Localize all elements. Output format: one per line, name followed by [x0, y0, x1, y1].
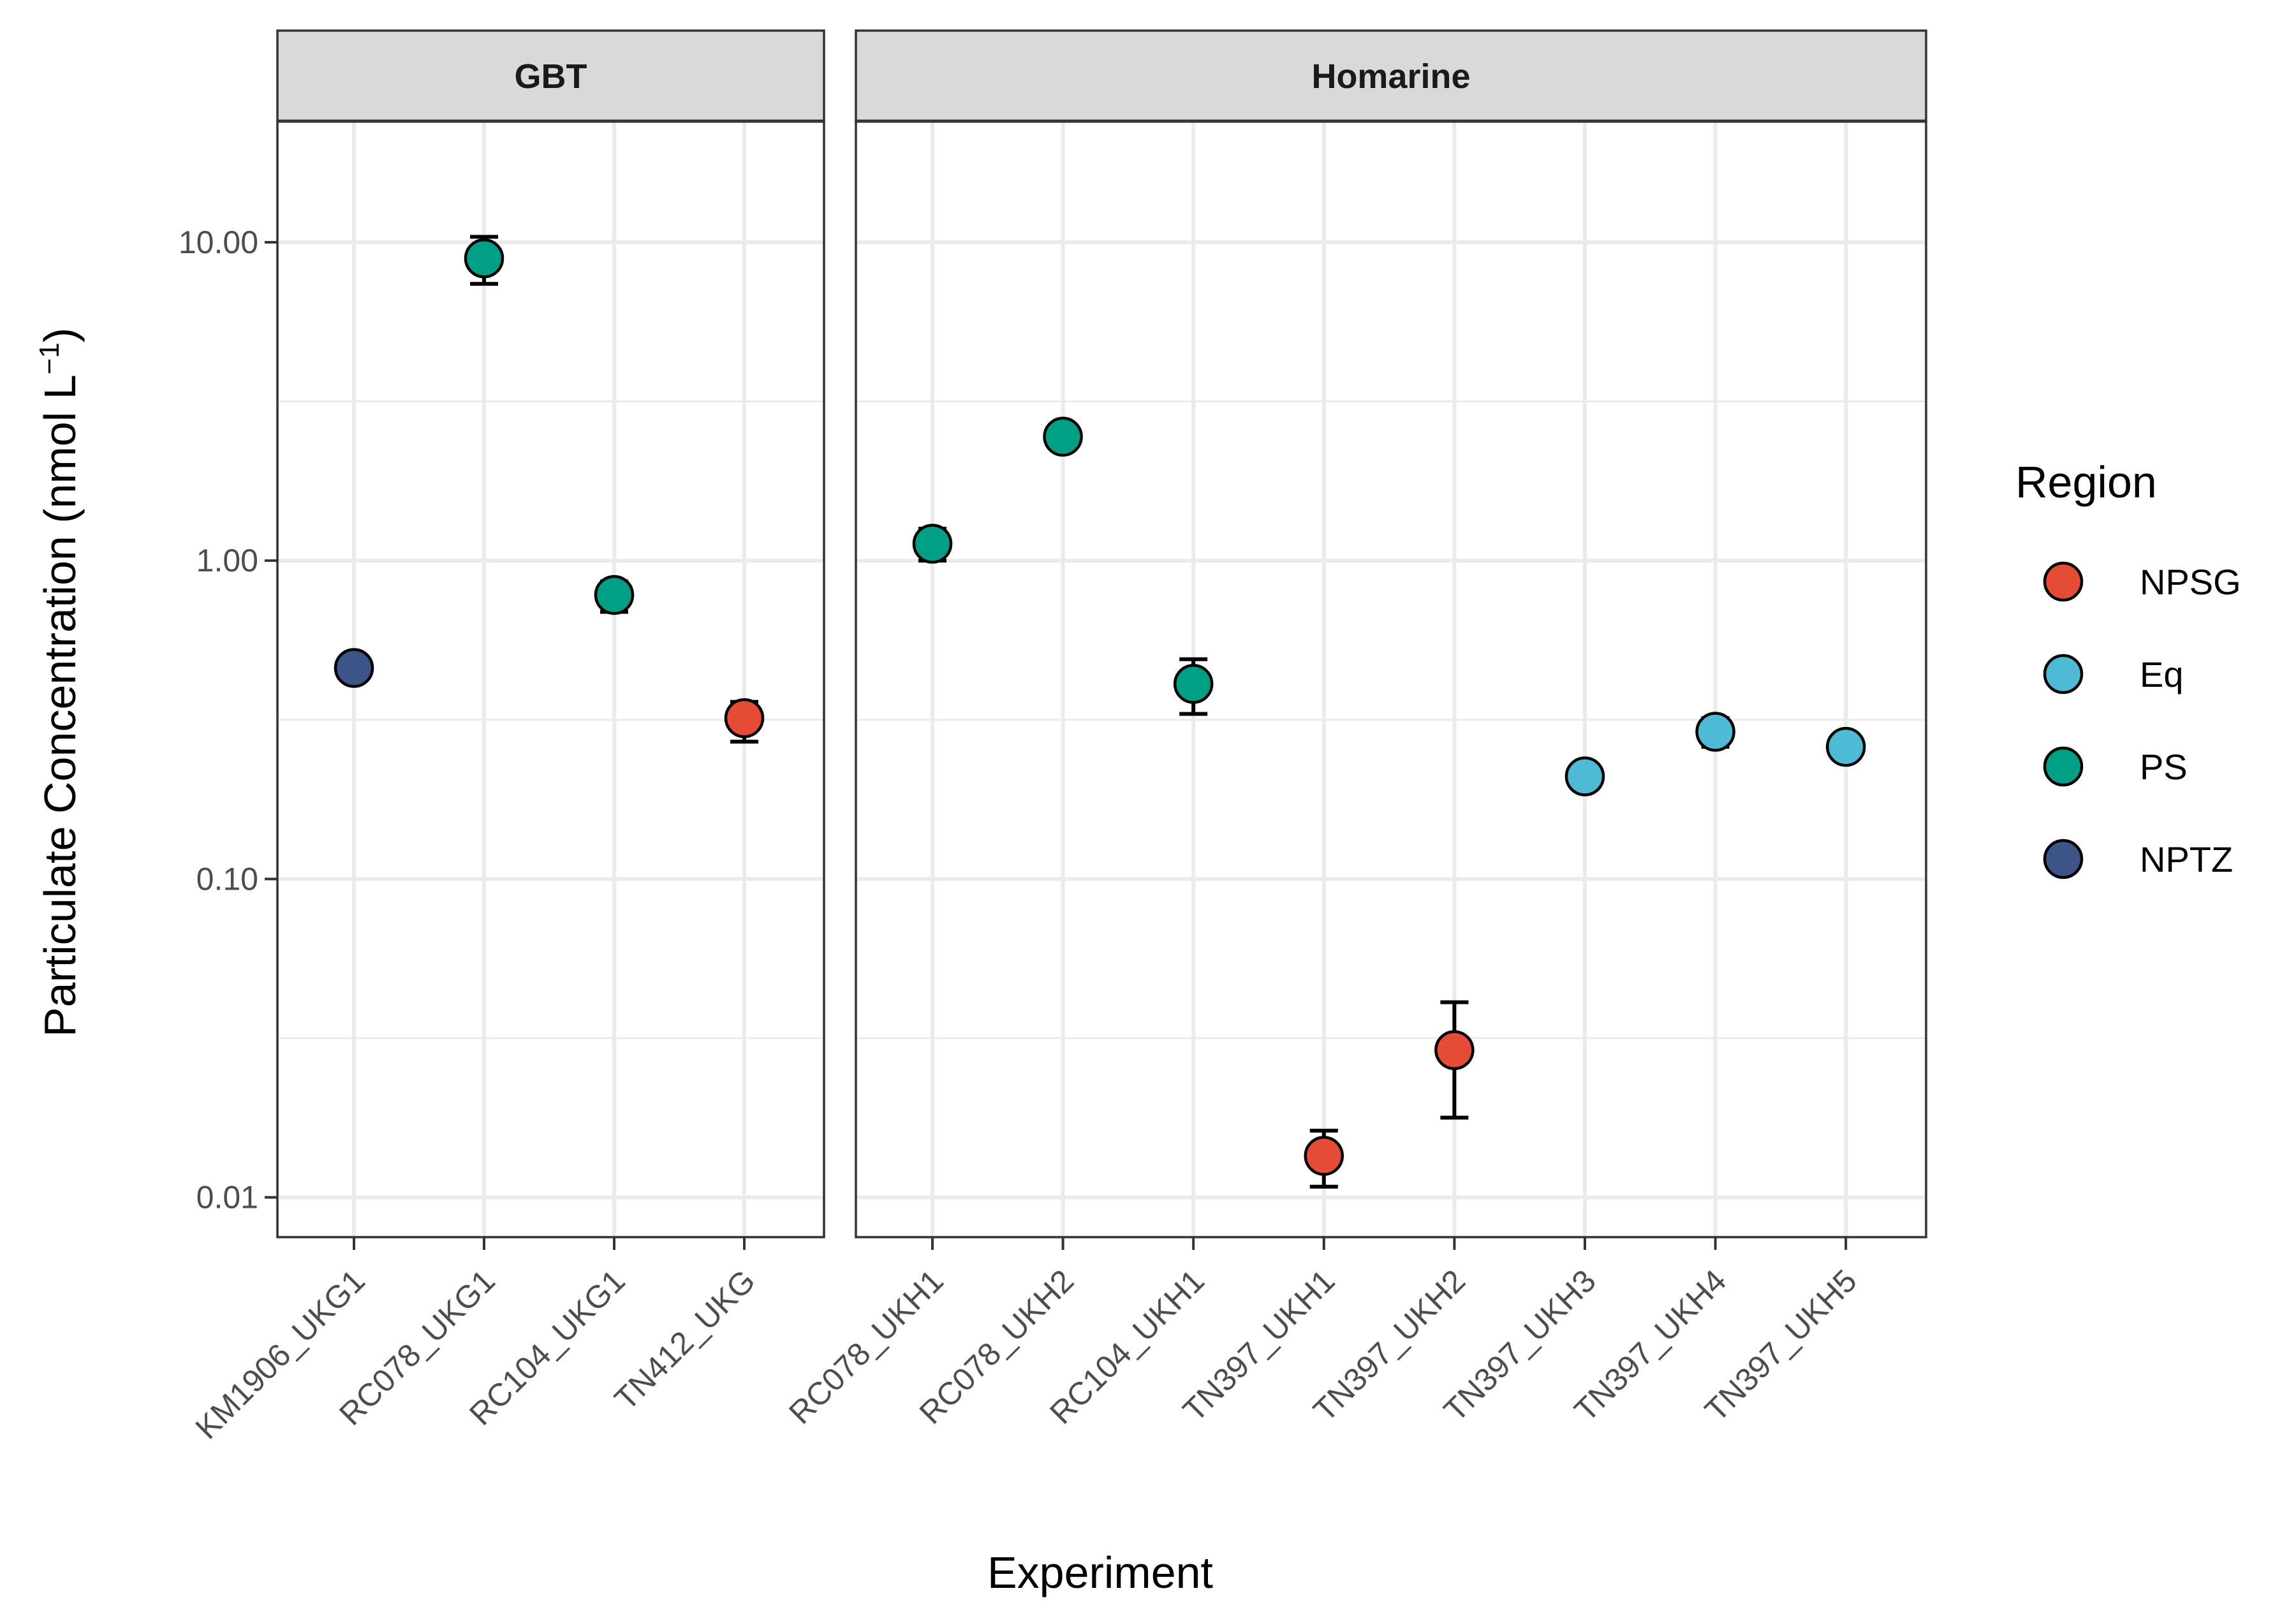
data-point-rc078-ukg1: [464, 235, 504, 286]
data-point-tn397-ukh4: [1695, 712, 1735, 752]
y-axis-title-superscript: −1: [34, 342, 65, 374]
point-marker: [1304, 1136, 1344, 1176]
point-marker: [1173, 664, 1214, 704]
legend-item-ps: PS: [2043, 746, 2188, 787]
data-point-tn412-ukg: [724, 698, 765, 744]
legend-item-npsg: NPSG: [2043, 561, 2241, 602]
legend-label: NPTZ: [2140, 839, 2233, 879]
legend-label: PS: [2140, 747, 2188, 787]
y-tick-label: 0.10: [196, 861, 258, 897]
point-marker: [724, 698, 765, 738]
y-tick-label: 1.00: [196, 543, 258, 578]
strip-label: Homarine: [1311, 57, 1470, 96]
legend: Region NPSG Eq PS NPTZ: [2015, 457, 2241, 879]
data-point-rc078-ukh2: [1043, 416, 1083, 457]
data-point-tn397-ukh1: [1304, 1129, 1344, 1189]
point-marker: [1434, 1030, 1475, 1071]
legend-marker: [2043, 746, 2084, 787]
legend-title: Region: [2015, 457, 2157, 507]
y-axis-title: Particulate Concentration (nmol L−1): [34, 328, 85, 1037]
x-axis-title: Experiment: [987, 1548, 1213, 1597]
legend-item-nptz: NPTZ: [2043, 839, 2233, 879]
y-tick-label: 10.00: [179, 224, 258, 260]
facets: GBTKM1906_UKG1RC078_UKG1RC104_UKG1TN412_…: [189, 29, 1927, 1446]
legend-item-eq: Eq: [2043, 654, 2184, 694]
point-marker: [1043, 416, 1083, 457]
data-point-km1906-ukg1: [334, 648, 374, 688]
y-axis: 0.01 0.10 1.00 10.00: [179, 224, 277, 1215]
facet-homarine: HomarineRC078_UKH1RC078_UKH2RC104_UKH1TN…: [782, 29, 1927, 1431]
data-point-tn397-ukh2: [1434, 1000, 1475, 1120]
legend-marker: [2043, 654, 2084, 694]
strip-label: GBT: [515, 57, 587, 96]
legend-label: NPSG: [2140, 562, 2241, 602]
data-point-rc104-ukg1: [594, 575, 635, 615]
point-marker: [334, 648, 374, 688]
y-axis-title-close: ): [35, 328, 85, 342]
strip-background: [855, 29, 1927, 122]
point-marker: [1564, 756, 1605, 796]
strip-background: [276, 29, 825, 122]
point-marker: [1825, 726, 1866, 767]
point-marker: [594, 575, 635, 615]
svg-text:Particulate Concentration (nmo: Particulate Concentration (nmol L−1): [34, 328, 85, 1037]
legend-marker: [2043, 839, 2084, 879]
legend-label: Eq: [2140, 654, 2184, 694]
data-point-tn397-ukh3: [1564, 756, 1605, 796]
y-tick-label: 0.01: [196, 1180, 258, 1215]
point-marker: [464, 238, 504, 279]
point-marker: [912, 524, 953, 564]
panel-background: [856, 121, 1926, 1237]
legend-marker: [2043, 561, 2084, 602]
data-point-rc078-ukh1: [912, 524, 953, 564]
data-point-rc104-ukh1: [1173, 657, 1214, 716]
point-marker: [1695, 712, 1735, 752]
y-axis-title-main: Particulate Concentration (nmol L: [35, 374, 85, 1037]
data-point-tn397-ukh5: [1825, 726, 1866, 767]
facet-gbt: GBTKM1906_UKG1RC078_UKG1RC104_UKG1TN412_…: [189, 29, 825, 1446]
